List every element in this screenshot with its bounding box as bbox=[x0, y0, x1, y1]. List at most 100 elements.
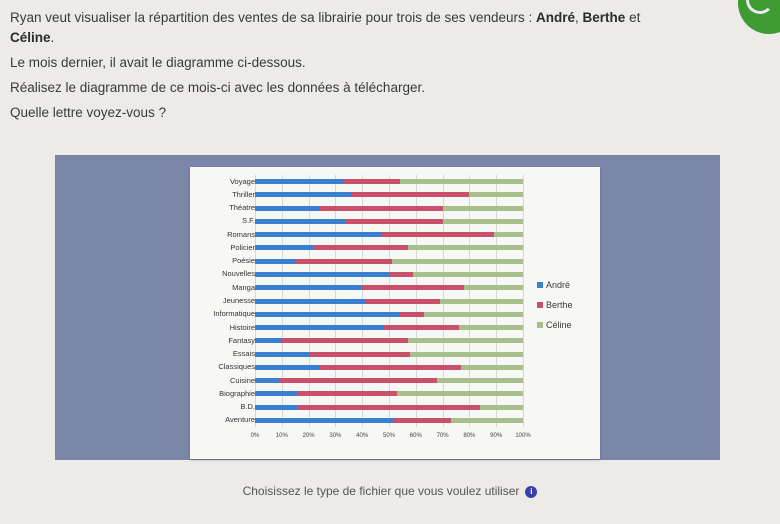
bar-posie bbox=[255, 258, 523, 264]
x-tick-label: 90% bbox=[490, 433, 503, 439]
bar-segment bbox=[389, 271, 414, 277]
legend-label: André bbox=[546, 280, 571, 290]
bar-segment bbox=[399, 311, 424, 317]
bar-segment bbox=[255, 311, 400, 317]
legend-label: Berthe bbox=[546, 300, 573, 310]
category-label: Histoire bbox=[229, 322, 255, 332]
bar-segment bbox=[450, 417, 523, 423]
intro-line-3: Réalisez le diagramme de ce mois-ci avec… bbox=[10, 80, 425, 95]
seller-celine: Céline bbox=[10, 30, 51, 45]
bar-manga bbox=[255, 285, 523, 291]
bar-segment bbox=[255, 232, 381, 238]
category-label: Cuisine bbox=[229, 375, 255, 385]
bar-segment bbox=[319, 205, 443, 211]
category-label: S.F. bbox=[242, 216, 255, 226]
bar-segment bbox=[255, 338, 282, 344]
bar-segment bbox=[461, 364, 523, 370]
bar-segment bbox=[255, 378, 280, 384]
bar-segment bbox=[343, 179, 400, 185]
x-tick-label: 70% bbox=[436, 433, 449, 439]
bar-segment bbox=[399, 179, 523, 185]
bar-essais bbox=[255, 351, 523, 357]
bar-segment bbox=[423, 311, 523, 317]
category-label: Fantasy bbox=[228, 335, 255, 345]
intro-line-1: Ryan veut visualiser la répartition des … bbox=[10, 8, 710, 48]
bar-segment bbox=[480, 404, 523, 410]
bar-segment bbox=[255, 192, 352, 198]
bar-segment bbox=[397, 391, 523, 397]
bar-segment bbox=[383, 325, 459, 331]
bar-segment bbox=[413, 271, 523, 277]
x-tick-label: 80% bbox=[463, 433, 476, 439]
bar-segment bbox=[364, 298, 440, 304]
bar-histoire bbox=[255, 325, 523, 331]
legend-item: André bbox=[537, 275, 573, 295]
category-label: Jeunesse bbox=[222, 296, 255, 305]
intro-text: Ryan veut visualiser la répartition des … bbox=[10, 10, 537, 25]
category-label: Romans bbox=[227, 229, 255, 239]
chart-legend: André Berthe Céline bbox=[537, 275, 573, 335]
bar-segment bbox=[255, 258, 296, 264]
legend-swatch-icon bbox=[537, 302, 543, 308]
bar-segment bbox=[319, 364, 462, 370]
legend-item: Berthe bbox=[537, 295, 573, 315]
bar-segment bbox=[493, 232, 523, 238]
bar-bd bbox=[255, 404, 523, 410]
bar-segment bbox=[464, 285, 523, 291]
bar-segment bbox=[442, 218, 523, 224]
bar-segment bbox=[255, 351, 309, 357]
bar-segment bbox=[279, 378, 438, 384]
info-icon[interactable]: i bbox=[525, 485, 538, 498]
bar-segment bbox=[410, 351, 523, 357]
bar-cuisine bbox=[255, 378, 523, 384]
gridline bbox=[523, 175, 524, 427]
bar-segment bbox=[297, 404, 481, 410]
bar-voyage bbox=[255, 179, 523, 185]
bar-segment bbox=[255, 364, 320, 370]
x-tick-label: 20% bbox=[302, 433, 315, 439]
bar-segment bbox=[308, 351, 411, 357]
category-label: Policier bbox=[230, 242, 255, 252]
bar-policier bbox=[255, 245, 523, 251]
bar-segment bbox=[255, 205, 320, 211]
bar-segment bbox=[281, 338, 408, 344]
x-tick-label: 100% bbox=[515, 433, 531, 439]
bar-segment bbox=[362, 285, 465, 291]
bar-segment bbox=[351, 192, 470, 198]
bar-segment bbox=[437, 378, 523, 384]
bar-informatique bbox=[255, 311, 523, 317]
separator: , bbox=[575, 10, 583, 25]
category-label: Informatique bbox=[213, 309, 255, 319]
bar-segment bbox=[255, 179, 344, 185]
category-label: Théatre bbox=[229, 203, 255, 213]
bar-segment bbox=[391, 258, 523, 264]
bar-segment bbox=[255, 218, 347, 224]
stacked-bar-chart: Voyage Thriller Théatre S.F. Romans Policier P… bbox=[190, 167, 600, 459]
bar-segment bbox=[255, 271, 389, 277]
bar-nouvelles bbox=[255, 271, 523, 277]
legend-item: Céline bbox=[537, 315, 573, 335]
bar-sf bbox=[255, 218, 523, 224]
x-tick-label: 0% bbox=[250, 433, 260, 439]
bar-segment bbox=[380, 232, 494, 238]
category-label: Thriller bbox=[232, 189, 255, 199]
bar-segment bbox=[255, 417, 395, 423]
category-label: B.D. bbox=[240, 402, 255, 412]
separator: et bbox=[625, 10, 641, 25]
separator: . bbox=[50, 30, 55, 45]
bar-segment bbox=[255, 298, 365, 304]
plot-area bbox=[255, 175, 524, 427]
bar-segment bbox=[313, 245, 408, 251]
bar-segment bbox=[407, 245, 523, 251]
instructions: Ryan veut visualiser la répartition des … bbox=[10, 8, 710, 128]
category-label: Classiques bbox=[218, 362, 255, 372]
x-tick-label: 60% bbox=[409, 433, 422, 439]
bar-segment bbox=[394, 417, 451, 423]
progress-badge-icon bbox=[738, 0, 780, 34]
seller-berthe: Berthe bbox=[582, 10, 626, 25]
bar-segment bbox=[255, 404, 298, 410]
bar-segment bbox=[469, 192, 523, 198]
bar-romans bbox=[255, 232, 523, 238]
bar-segment bbox=[297, 391, 398, 397]
intro-line-4: Quelle lettre voyez-vous ? bbox=[10, 105, 167, 120]
